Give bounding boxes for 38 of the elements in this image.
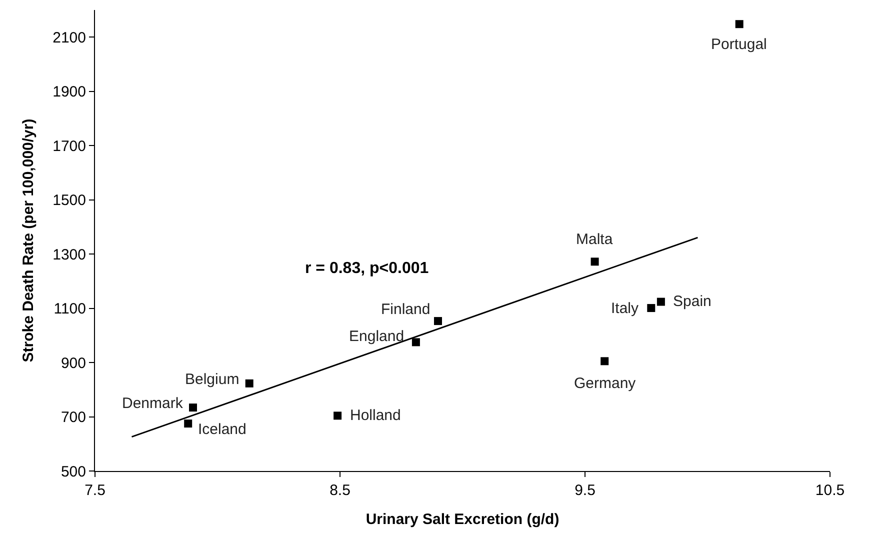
point bbox=[656, 298, 665, 306]
y-tick-label: 2100 bbox=[52, 29, 86, 46]
y-tick-label: 1100 bbox=[54, 300, 86, 318]
annotation: Iceland bbox=[198, 421, 246, 438]
y-tick-label: 700 bbox=[60, 409, 86, 426]
annotation: r = 0.83, p<0.001 bbox=[305, 260, 429, 277]
x-tick-label: 8.5 bbox=[330, 482, 350, 499]
point bbox=[184, 420, 192, 428]
point bbox=[590, 258, 599, 266]
point bbox=[434, 317, 442, 326]
y-tick-label: 1300 bbox=[52, 246, 86, 264]
x-tick-label: 10.5 bbox=[815, 482, 845, 499]
y-tick-label: 1500 bbox=[52, 192, 86, 210]
point bbox=[600, 357, 609, 366]
x-tick-label: 9.5 bbox=[574, 482, 596, 499]
annotation: Denmark bbox=[122, 395, 184, 412]
x-tick-label: 7.5 bbox=[84, 482, 106, 499]
annotation: Finland bbox=[381, 301, 430, 318]
annotation: Germany bbox=[574, 375, 636, 392]
annotation: Holland bbox=[350, 407, 401, 424]
x-axis-title: Urinary Salt Excretion (g/d) bbox=[366, 511, 560, 528]
annotation: Italy bbox=[611, 300, 640, 317]
annotation: Malta bbox=[576, 231, 614, 248]
point bbox=[647, 304, 656, 312]
y-tick-label: 1700 bbox=[52, 138, 86, 155]
annotation: Belgium bbox=[185, 371, 240, 388]
point bbox=[189, 404, 197, 412]
y-tick-label: 1900 bbox=[52, 84, 86, 101]
point bbox=[334, 412, 342, 420]
point bbox=[735, 20, 744, 28]
point bbox=[412, 338, 420, 346]
y-axis-title: Stroke Death Rate (per 100,000/yr) bbox=[20, 118, 37, 362]
annotation: England bbox=[349, 328, 404, 345]
y-tick-label: 900 bbox=[60, 354, 86, 372]
y-tick-label: 500 bbox=[60, 463, 86, 480]
point bbox=[245, 379, 254, 388]
annotation: Spain bbox=[673, 293, 712, 310]
annotation: Portugal bbox=[711, 36, 767, 53]
